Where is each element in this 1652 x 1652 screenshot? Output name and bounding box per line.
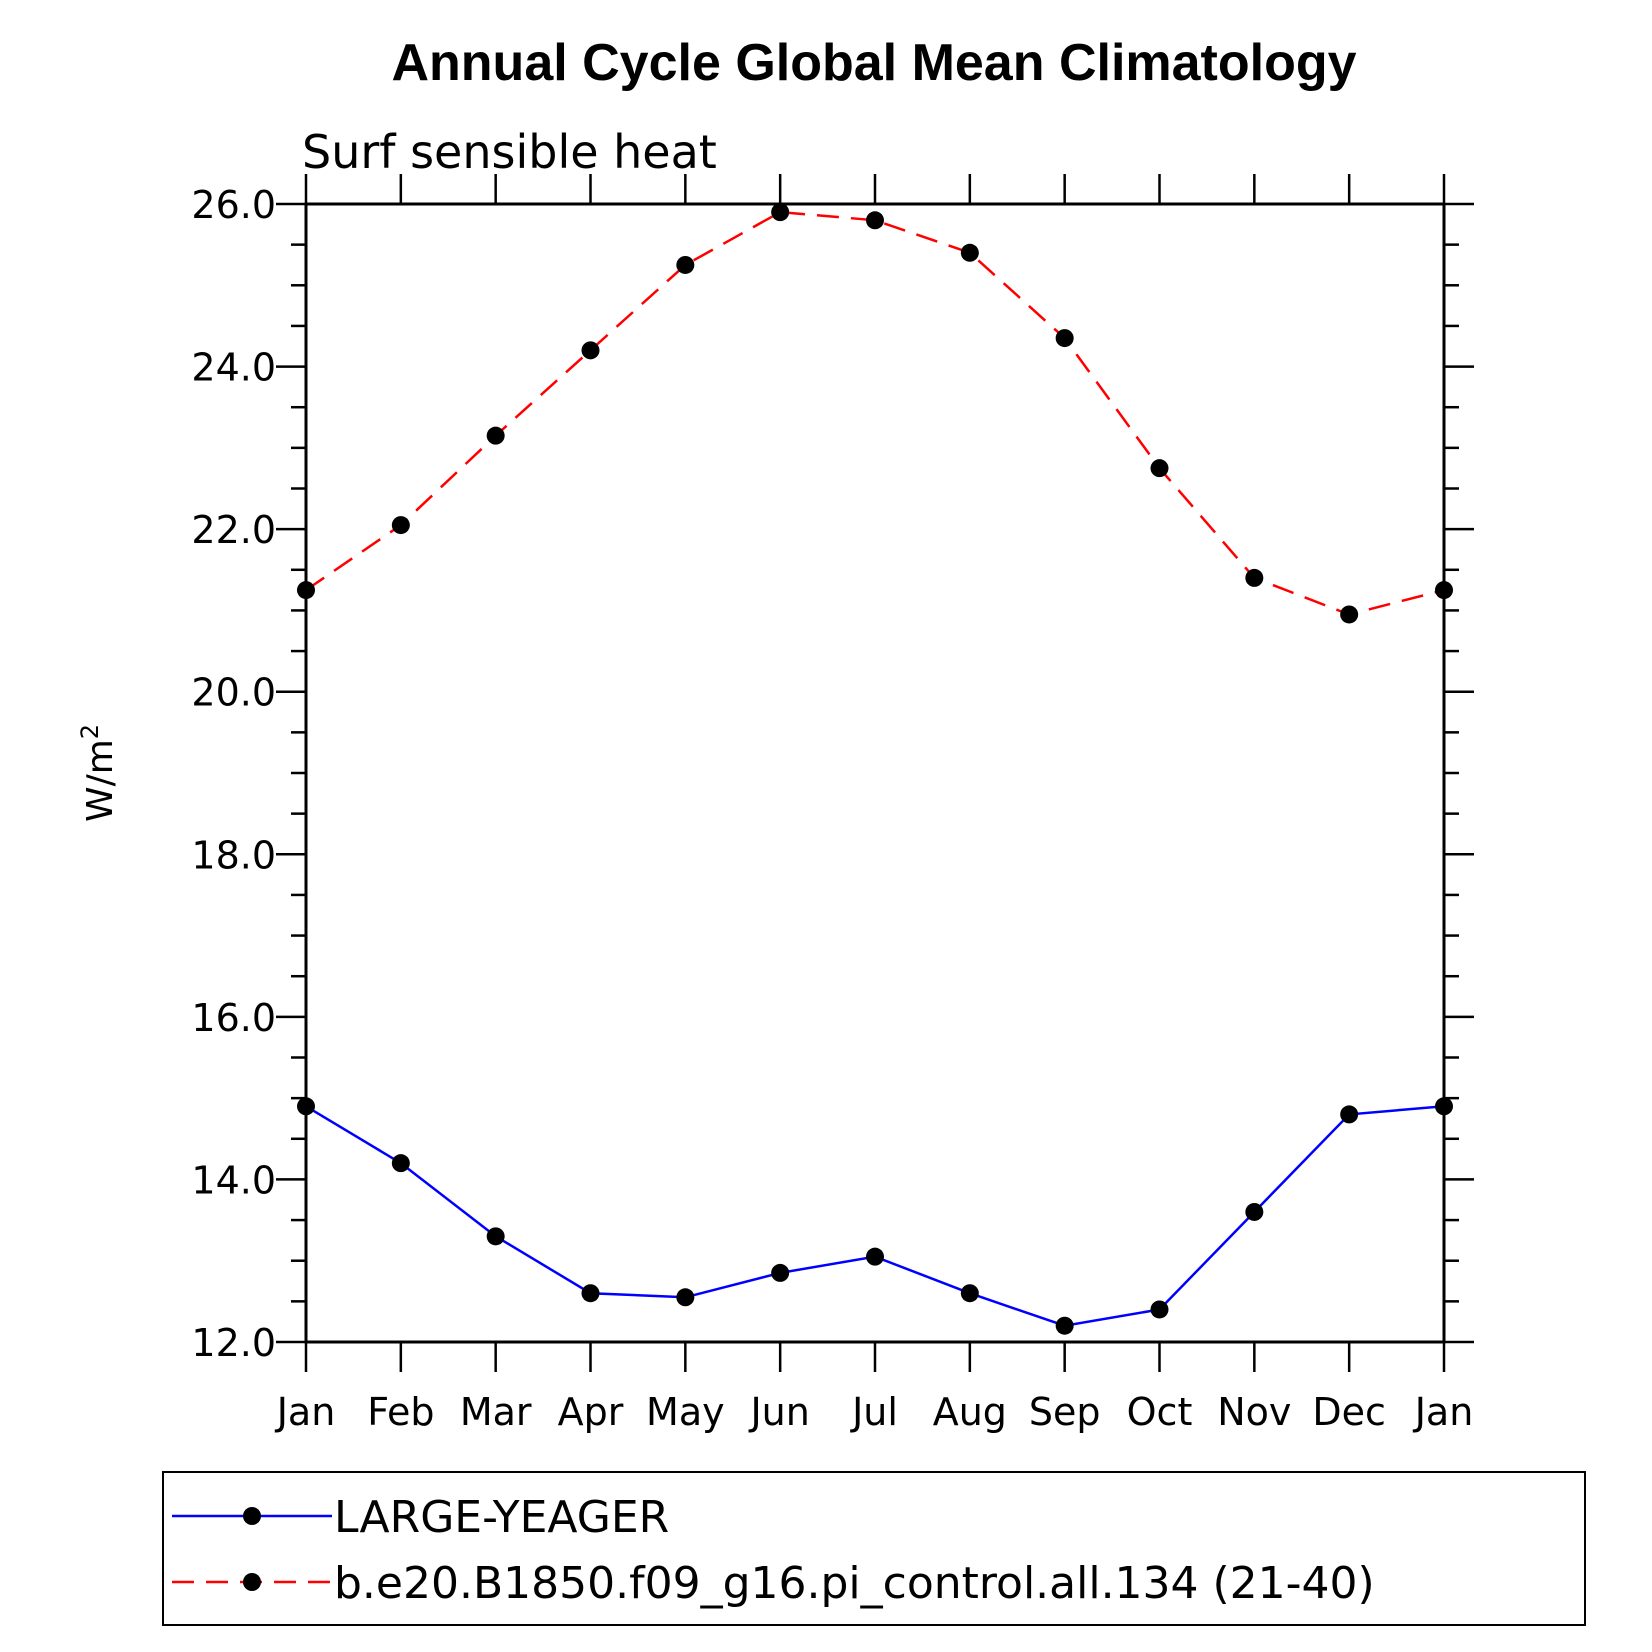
x-tick-label: Oct — [1127, 1390, 1193, 1434]
x-tick-label: Jun — [748, 1390, 809, 1434]
y-tick-label: 16.0 — [191, 996, 276, 1040]
x-tick-label: Aug — [933, 1390, 1007, 1434]
data-point — [960, 1284, 979, 1303]
data-point — [771, 203, 790, 222]
chart-subtitle: Surf sensible heat — [302, 125, 717, 179]
data-point — [486, 426, 505, 445]
plot-frame — [304, 202, 1446, 1344]
data-point — [581, 1284, 600, 1303]
data-point — [391, 1154, 410, 1173]
x-tick-label: Apr — [558, 1390, 624, 1434]
data-point — [771, 1263, 790, 1282]
data-point — [1435, 1097, 1453, 1116]
data-point — [676, 255, 695, 274]
x-axis: Jan Feb Mar Apr May Jun Jul Aug Sep Oct Nov Dec Jan — [275, 174, 1474, 1434]
data-point — [1340, 1105, 1359, 1124]
y-axis-label: W/m2 — [76, 724, 121, 822]
data-point — [866, 211, 884, 230]
data-point — [486, 1227, 505, 1246]
x-tick-label: Nov — [1217, 1390, 1291, 1434]
x-tick-label: May — [646, 1390, 725, 1434]
legend-label: LARGE-YEAGER — [334, 1492, 669, 1543]
data-point — [581, 341, 600, 360]
y-tick-label: 12.0 — [191, 1321, 276, 1365]
data-point — [1340, 605, 1359, 624]
data-point — [960, 243, 979, 262]
legend-label: b.e20.B1850.f09_g16.pi_control.all.134 (… — [334, 1558, 1375, 1609]
data-point — [297, 1097, 315, 1116]
data-point — [1055, 1316, 1074, 1335]
data-point — [1435, 581, 1453, 600]
x-tick-label: Jan — [275, 1390, 336, 1434]
y-tick-label: 18.0 — [191, 833, 276, 877]
y-tick-label: 24.0 — [191, 346, 276, 390]
y-tick-label: 14.0 — [191, 1158, 276, 1202]
series-line-1 — [305, 210, 1445, 616]
data-point — [1150, 459, 1169, 478]
legend-marker — [243, 1573, 261, 1591]
data-point — [1150, 1300, 1169, 1319]
data-point — [866, 1247, 884, 1266]
y-tick-label: 22.0 — [191, 508, 276, 552]
data-point — [1055, 329, 1074, 348]
data-point — [1245, 1202, 1264, 1221]
legend-box — [162, 1471, 1586, 1626]
y-tick-label: 26.0 — [191, 183, 276, 227]
y-axis: 12.0 14.0 16.0 18.0 20.0 22.0 24.0 26.0 — [191, 183, 1474, 1365]
data-point — [676, 1288, 695, 1307]
y-tick-label: 20.0 — [191, 671, 276, 715]
x-tick-label: Jul — [850, 1390, 898, 1434]
data-point — [391, 516, 410, 535]
series-layer — [297, 203, 1453, 1335]
x-tick-label: Jan — [1413, 1390, 1474, 1434]
x-tick-label: Sep — [1029, 1390, 1101, 1434]
chart-title: Annual Cycle Global Mean Climatology — [391, 34, 1356, 92]
x-tick-label: Mar — [460, 1390, 532, 1434]
data-point — [297, 581, 315, 600]
x-tick-label: Dec — [1312, 1390, 1386, 1434]
data-point — [1245, 568, 1264, 587]
series-line-0 — [305, 1105, 1445, 1328]
x-tick-label: Feb — [367, 1390, 434, 1434]
legend: LARGE-YEAGER b.e20.B1850.f09_g16.pi_contr… — [172, 1492, 1375, 1609]
legend-marker — [243, 1507, 261, 1525]
